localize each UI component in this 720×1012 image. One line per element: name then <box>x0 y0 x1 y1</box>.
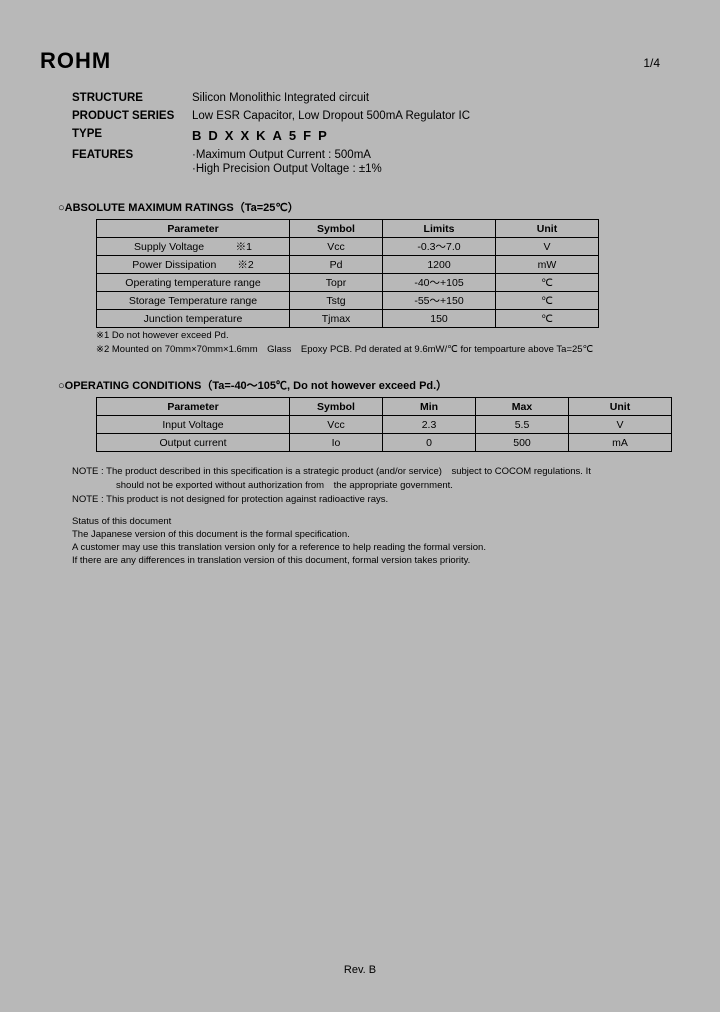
status-block: Status of this document The Japanese ver… <box>72 516 680 567</box>
table-cell: 1200 <box>383 256 496 274</box>
status-line: If there are any differences in translat… <box>72 555 680 568</box>
status-line: A customer may use this translation vers… <box>72 542 680 555</box>
table-cell: 2.3 <box>383 416 476 434</box>
table-cell: Junction temperature <box>97 310 290 328</box>
note-line: should not be exported without authoriza… <box>116 480 680 493</box>
note-line: NOTE : This product is not designed for … <box>72 494 680 507</box>
structure-label: STRUCTURE <box>72 92 192 104</box>
table-cell: -0.3～7.0 <box>383 238 496 256</box>
opcond-title: ○OPERATING CONDITIONS（Ta=-40～105℃, Do no… <box>58 377 680 393</box>
absmax-header: Symbol <box>290 220 383 238</box>
table-cell: Operating temperature range <box>97 274 290 292</box>
absmax-note: ※2 Mounted on 70mm×70mm×1.6mm Glass Epox… <box>96 341 680 355</box>
header-block: STRUCTURE Silicon Monolithic Integrated … <box>72 92 680 177</box>
series-label: PRODUCT SERIES <box>72 110 192 122</box>
structure-value: Silicon Monolithic Integrated circuit <box>192 92 680 104</box>
table-cell: ℃ <box>496 292 599 310</box>
table-cell: Io <box>290 434 383 452</box>
absmax-title: ○ABSOLUTE MAXIMUM RATINGS（Ta=25℃） <box>58 199 680 215</box>
table-cell: Tjmax <box>290 310 383 328</box>
table-cell: V <box>569 416 672 434</box>
type-value: BDXXKA5FP <box>192 128 680 143</box>
opcond-header: Max <box>476 398 569 416</box>
opcond-header: Unit <box>569 398 672 416</box>
absmax-header: Limits <box>383 220 496 238</box>
opcond-header: Parameter <box>97 398 290 416</box>
table-cell: ℃ <box>496 310 599 328</box>
table-cell: V <box>496 238 599 256</box>
absmax-header: Unit <box>496 220 599 238</box>
feature-item: ·High Precision Output Voltage : ±1% <box>192 163 680 175</box>
table-cell: 500 <box>476 434 569 452</box>
table-cell: Vcc <box>290 416 383 434</box>
absmax-note: ※1 Do not however exceed Pd. <box>96 330 680 341</box>
absmax-header: Parameter <box>97 220 290 238</box>
revision-label: Rev. B <box>344 964 376 976</box>
page-number: 1/4 <box>643 56 660 70</box>
brand-logo: ROHM <box>40 48 680 74</box>
table-cell: Output current <box>97 434 290 452</box>
opcond-header: Min <box>383 398 476 416</box>
table-cell: Power Dissipation ※2 <box>97 256 290 274</box>
type-label: TYPE <box>72 128 192 143</box>
table-cell: mA <box>569 434 672 452</box>
table-cell: 0 <box>383 434 476 452</box>
table-cell: -40～+105 <box>383 274 496 292</box>
opcond-header: Symbol <box>290 398 383 416</box>
table-cell: Input Voltage <box>97 416 290 434</box>
note-line: NOTE : The product described in this spe… <box>72 466 680 479</box>
status-line: Status of this document <box>72 516 680 529</box>
table-cell: Tstg <box>290 292 383 310</box>
table-cell: ℃ <box>496 274 599 292</box>
notes-block: NOTE : The product described in this spe… <box>72 466 680 506</box>
status-line: The Japanese version of this document is… <box>72 529 680 542</box>
table-cell: mW <box>496 256 599 274</box>
table-cell: 150 <box>383 310 496 328</box>
table-cell: Supply Voltage ※1 <box>97 238 290 256</box>
features-label: FEATURES <box>72 149 192 177</box>
table-cell: Vcc <box>290 238 383 256</box>
table-cell: Pd <box>290 256 383 274</box>
table-cell: Topr <box>290 274 383 292</box>
table-cell: 5.5 <box>476 416 569 434</box>
opcond-table: Parameter Symbol Min Max Unit Input Volt… <box>96 397 672 452</box>
absmax-table: Parameter Symbol Limits Unit Supply Volt… <box>96 219 599 328</box>
table-cell: -55～+150 <box>383 292 496 310</box>
feature-item: ·Maximum Output Current : 500mA <box>192 149 680 161</box>
series-value: Low ESR Capacitor, Low Dropout 500mA Reg… <box>192 110 680 122</box>
table-cell: Storage Temperature range <box>97 292 290 310</box>
